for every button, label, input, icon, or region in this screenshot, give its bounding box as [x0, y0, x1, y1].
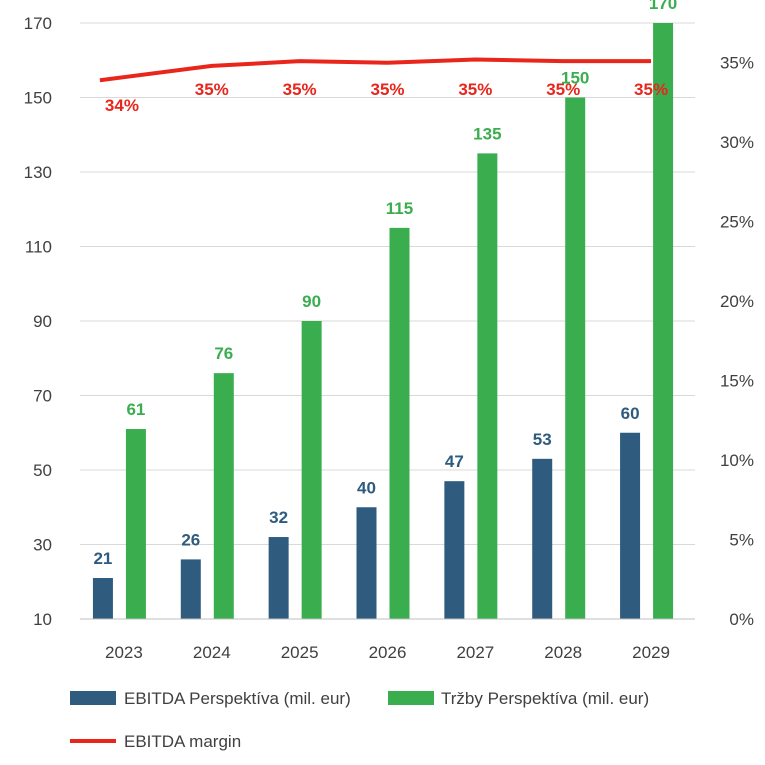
legend-label-ebitda: EBITDA Perspektíva (mil. eur)	[124, 689, 351, 708]
ebitda-data-label: 40	[357, 478, 376, 497]
margin-data-label: 35%	[195, 80, 229, 99]
bars	[92, 23, 674, 619]
gridlines	[80, 22, 695, 620]
sales-bar	[301, 321, 322, 619]
axes: 10 30 50 70 90 110 130 150 170 0% 5% 10% 15% 20% 25% 30…	[24, 14, 754, 662]
y-left-tick-label: 30	[33, 536, 52, 555]
ebitda-bar	[92, 578, 113, 619]
ebitda-bar	[620, 432, 641, 619]
sales-data-label: 90	[302, 292, 321, 311]
margin-data-label: 35%	[370, 80, 404, 99]
y-left-tick-label: 170	[24, 14, 52, 33]
x-category-label: 2028	[544, 643, 582, 662]
sales-bar	[565, 97, 586, 619]
y-right-tick-label: 35%	[720, 54, 754, 73]
ebitda-data-label: 53	[533, 430, 552, 449]
ebitda-margin-line	[99, 57, 652, 83]
y-left-tick-label: 150	[24, 89, 52, 108]
legend-swatch-ebitda	[70, 691, 116, 705]
ebitda-data-label: 47	[445, 452, 464, 471]
margin-data-label: 35%	[634, 80, 668, 99]
ebitda-bar	[180, 559, 201, 619]
x-category-label: 2023	[105, 643, 143, 662]
y-left-tick-label: 50	[33, 461, 52, 480]
y-right-tick-label: 20%	[720, 292, 754, 311]
sales-data-label: 170	[649, 0, 677, 13]
y-left-tick-label: 10	[33, 610, 52, 629]
x-category-label: 2025	[281, 643, 319, 662]
ebitda-bar	[268, 537, 289, 619]
x-category-label: 2027	[456, 643, 494, 662]
margin-data-label: 35%	[283, 80, 317, 99]
sales-bar	[477, 153, 498, 619]
ebitda-bar	[532, 458, 553, 619]
sales-data-label: 135	[473, 124, 501, 143]
legend-label-margin: EBITDA margin	[124, 732, 241, 751]
margin-data-label: 34%	[105, 96, 139, 115]
y-right-tick-label: 0%	[729, 610, 754, 629]
sales-data-label: 150	[561, 69, 589, 88]
ebitda-data-label: 32	[269, 508, 288, 527]
ebitda-data-label: 26	[181, 530, 200, 549]
y-right-tick-label: 10%	[720, 451, 754, 470]
y-left-tick-label: 70	[33, 387, 52, 406]
y-left-tick-label: 110	[25, 238, 52, 257]
data-labels: 21 61 26 76 32 90 40 115 47 135 53 150 60 170 34% 35% 35…	[93, 0, 677, 568]
y-right-tick-label: 25%	[720, 213, 754, 232]
legend: EBITDA Perspektíva (mil. eur) Tržby Pers…	[70, 689, 649, 751]
ebitda-data-label: 60	[621, 404, 640, 423]
sales-data-label: 76	[214, 344, 233, 363]
ebitda-bar	[444, 481, 465, 619]
ebitda-data-label: 21	[93, 549, 112, 568]
sales-bar	[125, 429, 146, 619]
sales-bar	[653, 23, 674, 619]
y-left-tick-label: 130	[24, 163, 52, 182]
legend-swatch-sales	[388, 691, 434, 705]
y-right-tick-label: 5%	[729, 531, 754, 550]
sales-data-label: 115	[386, 199, 413, 218]
x-category-label: 2024	[193, 643, 231, 662]
y-right-tick-label: 15%	[720, 372, 754, 391]
x-category-label: 2026	[369, 643, 407, 662]
sales-bar	[389, 227, 410, 619]
sales-bar	[213, 373, 234, 619]
sales-data-label: 61	[126, 400, 145, 419]
margin-data-label: 35%	[458, 80, 492, 99]
legend-label-sales: Tržby Perspektíva (mil. eur)	[441, 689, 649, 708]
margin-data-label: 35%	[546, 80, 580, 99]
y-left-tick-label: 90	[33, 312, 52, 331]
x-category-label: 2029	[632, 643, 670, 662]
ebitda-bar	[356, 507, 377, 619]
margin-line-layer	[99, 57, 652, 83]
y-right-tick-label: 30%	[720, 133, 754, 152]
